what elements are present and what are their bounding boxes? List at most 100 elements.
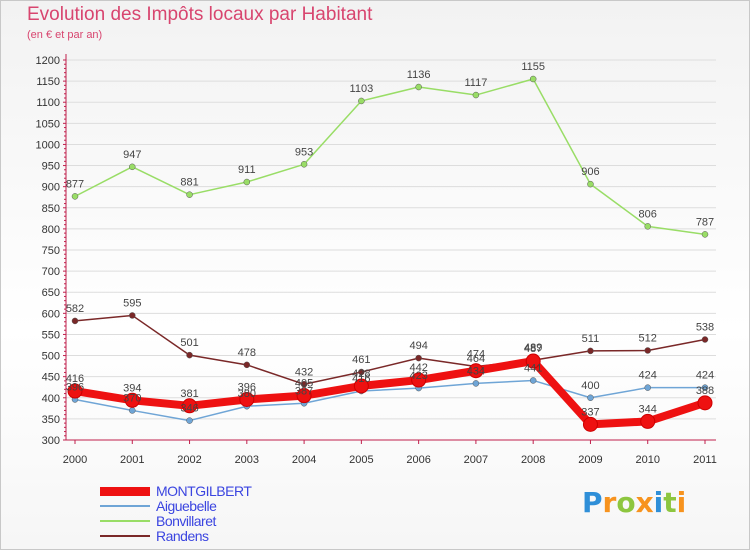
data-point-montgilbert xyxy=(640,413,656,429)
data-label-montgilbert: 405 xyxy=(295,378,313,390)
data-point-aiguebelle xyxy=(129,407,136,414)
x-tick-label: 2006 xyxy=(406,454,430,466)
logo-letter: t xyxy=(663,486,677,519)
data-labels: 877 947 881 911 953 1103 1136 1117 1155 906 806 787… xyxy=(66,61,714,418)
legend-label-bonvillaret: Bonvillaret xyxy=(156,513,216,529)
data-point-randens xyxy=(300,381,308,388)
data-label-randens: 432 xyxy=(295,366,313,378)
chart-subtitle: (en € et par an) xyxy=(27,29,103,41)
grid-lines xyxy=(66,59,716,420)
data-point-bonvillaret xyxy=(300,161,308,168)
data-point-montgilbert xyxy=(697,395,713,411)
data-point-randens xyxy=(587,347,594,355)
x-tick-label: 2008 xyxy=(521,454,545,466)
data-point-randens xyxy=(358,368,365,376)
axes: 300 350 400 450 500 550 600 650 700 750 800 850 900 9… xyxy=(36,54,717,466)
data-point-montgilbert xyxy=(525,353,541,369)
data-label-montgilbert: 394 xyxy=(123,382,141,394)
legend-label-montgilbert: MONTGILBERT xyxy=(156,483,252,499)
data-label-randens: 494 xyxy=(409,340,427,352)
x-tick-label: 2004 xyxy=(292,454,316,466)
data-label-bonvillaret: 947 xyxy=(123,149,141,161)
data-label-bonvillaret: 1117 xyxy=(464,77,487,89)
data-point-randens xyxy=(644,347,651,354)
data-label-aiguebelle: 416 xyxy=(352,373,370,385)
y-tick-label: 500 xyxy=(42,351,60,363)
data-label-montgilbert: 416 xyxy=(66,373,84,385)
y-tick-label: 700 xyxy=(42,266,60,278)
data-point-bonvillaret xyxy=(415,83,422,91)
data-point-bonvillaret xyxy=(701,231,709,238)
data-label-bonvillaret: 806 xyxy=(639,208,657,220)
data-point-bonvillaret xyxy=(472,91,480,99)
legend-swatch-bonvillaret xyxy=(100,520,150,522)
data-label-aiguebelle: 370 xyxy=(123,392,141,404)
data-label-bonvillaret: 1103 xyxy=(350,83,374,95)
x-tick-label: 2000 xyxy=(63,454,87,466)
data-label-montgilbert: 464 xyxy=(467,353,485,365)
series-lines xyxy=(67,75,713,432)
data-point-montgilbert xyxy=(239,391,255,407)
legend-swatch-randens xyxy=(100,535,150,537)
data-label-montgilbert: 344 xyxy=(639,403,657,415)
data-point-montgilbert xyxy=(582,416,598,432)
logo-letter: i xyxy=(653,486,664,519)
data-label-montgilbert: 337 xyxy=(581,406,599,418)
data-point-bonvillaret xyxy=(529,75,537,83)
data-point-bonvillaret xyxy=(243,178,251,186)
data-label-aiguebelle: 346 xyxy=(180,403,198,415)
data-label-randens: 478 xyxy=(238,347,256,359)
data-point-randens xyxy=(701,336,709,343)
data-point-montgilbert xyxy=(411,372,427,388)
y-tick-label: 1000 xyxy=(36,139,60,151)
data-label-bonvillaret: 906 xyxy=(581,166,599,178)
x-tick-label: 2003 xyxy=(235,454,259,466)
data-point-aiguebelle xyxy=(701,384,709,391)
y-tick-label: 1050 xyxy=(36,118,60,130)
data-point-aiguebelle xyxy=(529,377,537,384)
x-tick-label: 2001 xyxy=(120,454,144,466)
data-label-randens: 489 xyxy=(524,342,542,354)
data-label-bonvillaret: 881 xyxy=(180,177,198,189)
legend-swatch-montgilbert xyxy=(100,487,150,496)
data-label-aiguebelle: 387 xyxy=(295,385,313,397)
y-tick-label: 600 xyxy=(42,308,60,320)
logo-letter: o xyxy=(616,486,636,519)
y-tick-label: 850 xyxy=(42,203,60,215)
logo-letter: x xyxy=(635,486,654,519)
data-label-montgilbert: 381 xyxy=(180,388,198,400)
data-label-bonvillaret: 877 xyxy=(66,178,84,190)
data-point-montgilbert xyxy=(353,378,369,394)
data-point-bonvillaret xyxy=(186,191,193,198)
legend-label-aiguebelle: Aiguebelle xyxy=(156,498,217,514)
legend-swatch-aiguebelle xyxy=(100,505,150,507)
data-label-bonvillaret: 1155 xyxy=(521,61,545,73)
data-point-randens xyxy=(186,351,193,359)
y-tick-label: 550 xyxy=(42,329,60,341)
series-line-montgilbert xyxy=(74,357,707,429)
data-label-randens: 474 xyxy=(467,349,485,361)
data-label-bonvillaret: 953 xyxy=(295,146,313,158)
data-label-bonvillaret: 787 xyxy=(696,216,714,228)
data-label-randens: 538 xyxy=(696,322,714,334)
logo-letter: r xyxy=(602,486,617,519)
y-tick-label: 300 xyxy=(42,435,60,447)
data-point-aiguebelle xyxy=(644,384,651,391)
data-point-bonvillaret xyxy=(71,193,79,200)
data-label-montgilbert: 487 xyxy=(524,343,542,355)
x-tick-label: 2002 xyxy=(177,454,201,466)
x-tick-label: 2011 xyxy=(693,454,717,466)
data-label-randens: 595 xyxy=(123,297,141,309)
y-tick-label: 800 xyxy=(42,224,60,236)
data-point-randens xyxy=(415,354,422,362)
y-tick-label: 1100 xyxy=(36,97,60,109)
data-label-aiguebelle: 424 xyxy=(696,370,714,382)
data-label-bonvillaret: 1136 xyxy=(407,69,431,81)
legend-label-randens: Randens xyxy=(156,528,209,544)
data-label-montgilbert: 428 xyxy=(352,368,370,380)
data-point-aiguebelle xyxy=(472,380,480,387)
y-tick-label: 650 xyxy=(42,287,60,299)
data-point-bonvillaret xyxy=(587,180,594,188)
data-label-aiguebelle: 400 xyxy=(581,380,599,392)
